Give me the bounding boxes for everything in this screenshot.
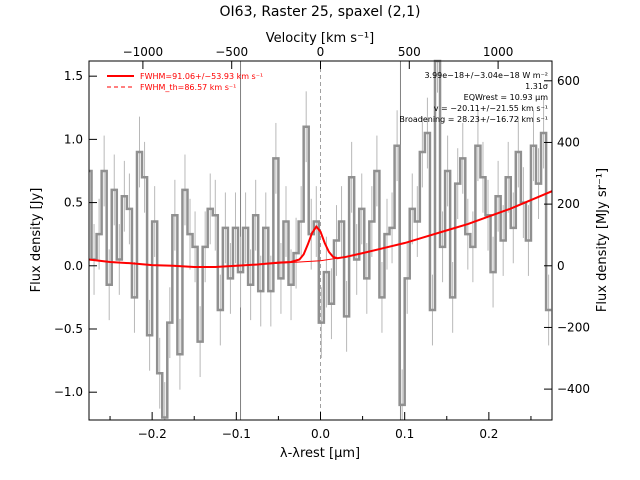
annotation-sigma: 1.31σ xyxy=(525,82,548,91)
annotation-broadening: Broadening = 28.23+/−16.72 km s⁻¹ xyxy=(399,115,548,124)
legend-label-fwhm-th: FWHM_th=86.57 km s⁻¹ xyxy=(140,83,236,92)
top-tick-label: 0 xyxy=(317,45,325,59)
right-tick-label: 200 xyxy=(557,197,580,211)
y-tick-label: 0.5 xyxy=(64,196,83,210)
legend: FWHM=91.06+/−53.93 km s⁻¹ FWHM_th=86.57 … xyxy=(107,72,263,92)
y-tick-label: −0.5 xyxy=(54,322,83,336)
right-tick-label: 600 xyxy=(557,74,580,88)
spectrum-data xyxy=(88,59,552,420)
top-tick-label: −1000 xyxy=(123,45,164,59)
annotations: 3.99e−18+/−3.04e−18 W m⁻² 1.31σ EQWrest … xyxy=(399,71,548,124)
x-tick-label: 0.0 xyxy=(311,427,330,441)
x-tick-label: 0.1 xyxy=(395,427,414,441)
x-tick-label: 0.2 xyxy=(479,427,498,441)
chart-title: OI63, Raster 25, spaxel (2,1) xyxy=(220,4,421,20)
y-tick-label: 1.0 xyxy=(64,132,83,146)
y-tick-label: 1.5 xyxy=(64,69,83,83)
axes: −0.2 −0.1 0.0 0.1 0.2 −1.0 −0.5 0.0 0.5 1.0 1.5 −10… xyxy=(54,45,590,441)
model-fit xyxy=(88,190,553,269)
right-axis-label: Flux density [MJy sr⁻¹] xyxy=(595,168,610,312)
annotation-velocity: v = −20.11+/−21.55 km s⁻¹ xyxy=(434,104,548,113)
top-tick-label: −500 xyxy=(215,45,248,59)
spectrum-steps xyxy=(89,59,552,419)
annotation-flux: 3.99e−18+/−3.04e−18 W m⁻² xyxy=(424,71,548,80)
top-tick-label: 1000 xyxy=(483,45,514,59)
x-tick-label: −0.1 xyxy=(222,427,251,441)
right-tick-label: −400 xyxy=(557,382,590,396)
right-tick-label: −200 xyxy=(557,320,590,334)
annotation-eqw: EQWrest = 10.93 μm xyxy=(464,93,549,102)
right-tick-label: 400 xyxy=(557,135,580,149)
top-tick-label: 500 xyxy=(398,45,421,59)
x-axis-label: λ-λrest [μm] xyxy=(280,446,360,461)
reference-lines xyxy=(240,61,401,420)
top-axis-label: Velocity [km s⁻¹] xyxy=(266,31,374,46)
legend-label-fwhm: FWHM=91.06+/−53.93 km s⁻¹ xyxy=(140,72,263,81)
y-tick-label: −1.0 xyxy=(54,385,83,399)
y-tick-label: 0.0 xyxy=(64,259,83,273)
fit-line xyxy=(88,190,553,269)
x-tick-label: −0.2 xyxy=(138,427,167,441)
y-axis-label: Flux density [Jy] xyxy=(29,188,44,293)
right-tick-label: 0 xyxy=(557,259,565,273)
